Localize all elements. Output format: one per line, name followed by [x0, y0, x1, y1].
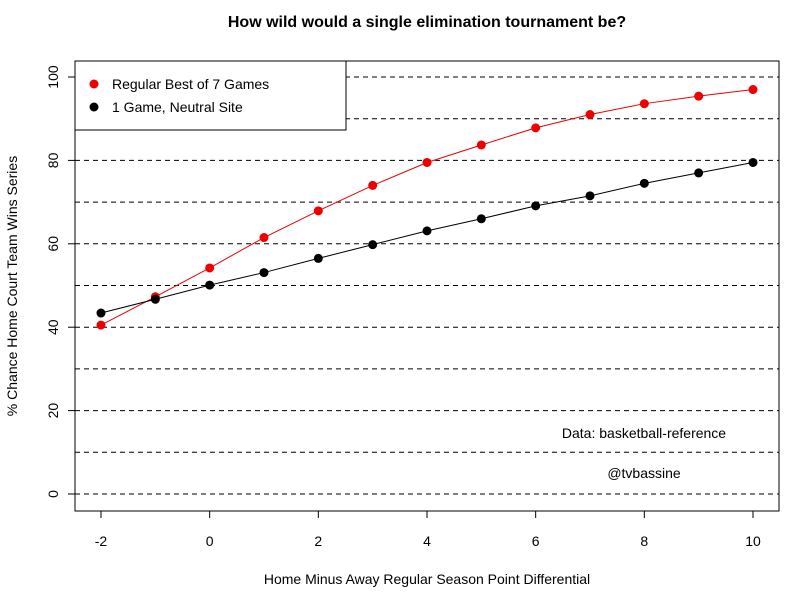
data-point: [694, 91, 704, 101]
y-axis: 0 20 40 60 80 100: [45, 65, 76, 498]
data-point: [476, 140, 486, 150]
data-point: [694, 168, 704, 178]
data-point: [205, 280, 215, 290]
x-tick-label: -2: [95, 533, 108, 549]
data-point: [585, 110, 595, 120]
data-point: [748, 157, 758, 167]
y-tick-label: 60: [45, 236, 61, 252]
x-tick-label: 6: [532, 533, 540, 549]
data-point: [259, 233, 269, 243]
annotation-data-source: Data: basketball-reference: [562, 425, 726, 441]
legend-marker-regular-best-of-7: [89, 79, 99, 89]
legend-label-regular-best-of-7: Regular Best of 7 Games: [112, 76, 269, 92]
x-axis: -2 0 2 4 6 8 10: [95, 510, 761, 549]
series-1: [96, 157, 758, 318]
data-point: [313, 253, 323, 263]
annotation-author: @tvbassine: [607, 465, 681, 481]
data-point: [150, 294, 160, 304]
data-point: [313, 206, 323, 216]
y-axis-label: % Chance Home Court Team Wins Series: [4, 156, 20, 416]
data-point: [422, 157, 432, 167]
legend: Regular Best of 7 Games 1 Game, Neutral …: [74, 60, 347, 131]
x-tick-label: 0: [206, 533, 214, 549]
x-tick-label: 4: [423, 533, 431, 549]
data-point: [96, 320, 106, 330]
series-layer: [96, 85, 758, 330]
x-axis-label: Home Minus Away Regular Season Point Dif…: [264, 571, 590, 587]
series-0: [96, 85, 758, 330]
x-tick-label: 2: [314, 533, 322, 549]
data-point: [748, 85, 758, 95]
data-point: [368, 240, 378, 250]
data-point: [259, 268, 269, 278]
legend-marker-1-game-neutral: [89, 102, 99, 112]
series-line: [100, 161, 754, 314]
data-point: [531, 123, 541, 133]
data-point: [205, 263, 215, 273]
chart-title: How wild would a single elimination tour…: [228, 14, 626, 31]
data-point: [422, 226, 432, 236]
data-point: [531, 201, 541, 211]
y-tick-label: 80: [45, 152, 61, 168]
legend-label-1-game-neutral: 1 Game, Neutral Site: [112, 99, 243, 115]
x-tick-label: 10: [745, 533, 761, 549]
data-point: [639, 178, 649, 188]
y-tick-label: 0: [45, 490, 61, 498]
y-tick-label: 40: [45, 319, 61, 335]
data-point: [96, 308, 106, 318]
y-tick-label: 100: [45, 65, 61, 89]
y-tick-label: 20: [45, 403, 61, 419]
legend-box: [74, 60, 347, 131]
x-tick-label: 8: [640, 533, 648, 549]
data-point: [368, 180, 378, 190]
data-point: [585, 191, 595, 201]
data-point: [476, 214, 486, 224]
data-point: [639, 99, 649, 109]
